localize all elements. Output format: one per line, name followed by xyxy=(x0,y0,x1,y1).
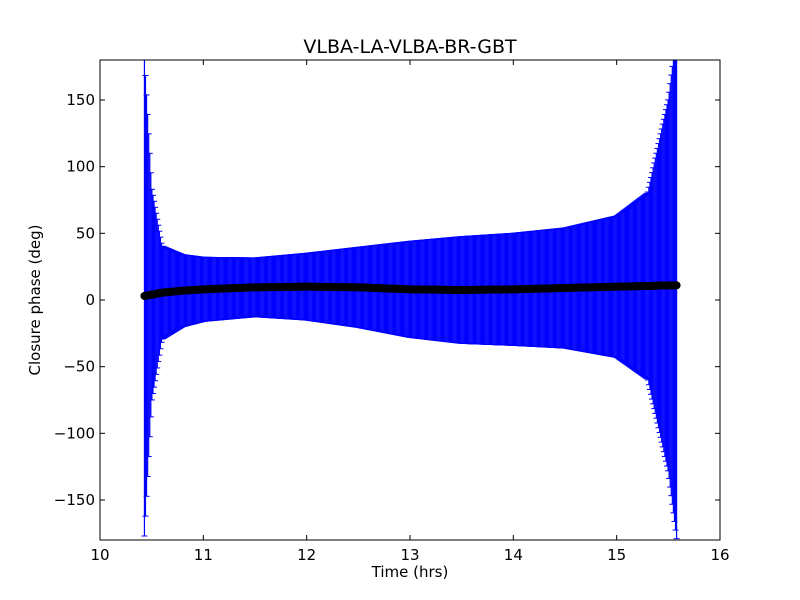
chart-title: VLBA-LA-VLBA-BR-GBT xyxy=(303,36,517,58)
y-axis-label: Closure phase (deg) xyxy=(26,225,44,376)
y-tick-label: 50 xyxy=(76,224,95,242)
x-axis-label: Time (hrs) xyxy=(371,563,449,581)
data-point xyxy=(672,281,681,290)
y-tick-label: 150 xyxy=(66,91,95,109)
y-tick-label: −100 xyxy=(54,424,95,442)
x-tick-label: 16 xyxy=(710,546,729,564)
x-tick-label: 13 xyxy=(400,546,419,564)
y-tick-label: 0 xyxy=(85,291,95,309)
axis-ticks: 10 11 12 13 14 15 16 −150 −100 −50 0 50 100 150 xyxy=(54,60,730,564)
data-points xyxy=(140,281,681,300)
x-tick-label: 14 xyxy=(504,546,523,564)
plot-data xyxy=(140,60,681,540)
error-bars xyxy=(141,60,680,540)
y-tick-label: −50 xyxy=(63,358,95,376)
y-tick-label: −150 xyxy=(54,491,95,509)
x-tick-label: 10 xyxy=(90,546,109,564)
x-tick-label: 11 xyxy=(194,546,213,564)
x-tick-label: 12 xyxy=(297,546,316,564)
y-tick-label: 100 xyxy=(66,158,95,176)
x-tick-label: 15 xyxy=(607,546,626,564)
